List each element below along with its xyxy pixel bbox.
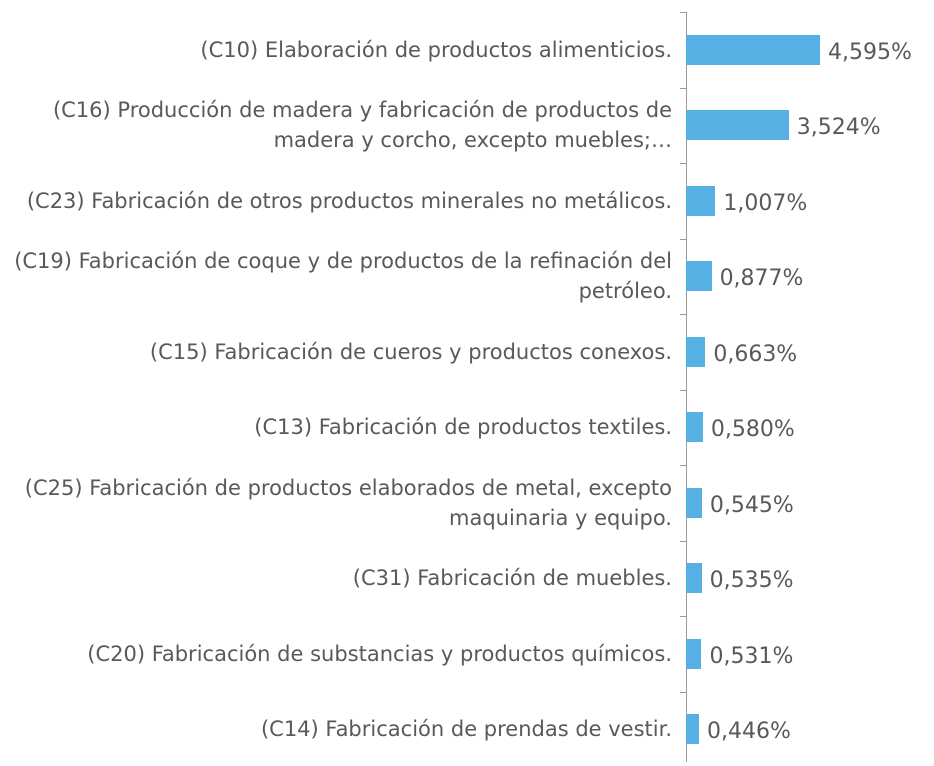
value-label: 4,595%: [828, 39, 912, 65]
bar: [686, 110, 789, 141]
category-label: (C13) Fabricación de productos textiles.: [254, 415, 672, 440]
axis-tick: [680, 87, 686, 89]
axis-tick: [680, 238, 686, 240]
bar: [686, 714, 699, 745]
value-label: 0,877%: [719, 266, 804, 292]
value-label: 0,580%: [710, 417, 795, 443]
axis-tick: [680, 616, 686, 617]
bar: [686, 336, 706, 367]
bar: [686, 563, 702, 594]
bar: [686, 185, 716, 216]
axis-tick: [680, 163, 686, 164]
bar: [686, 412, 703, 443]
axis-tick: [680, 540, 686, 542]
bar: [686, 261, 712, 292]
category-label: (C10) Elaboración de productos alimentic…: [200, 37, 672, 62]
value-label: 0,545%: [709, 492, 794, 518]
category-axis: [686, 12, 687, 762]
category-label: (C23) Fabricación de otros productos min…: [26, 188, 672, 213]
value-label: 3,524%: [796, 115, 881, 141]
category-label: (C15) Fabricación de cueros y productos …: [149, 339, 672, 364]
axis-tick: [680, 314, 686, 315]
category-label: (C25) Fabricación de productos elaborado…: [24, 475, 672, 530]
value-label: 0,446%: [707, 719, 791, 745]
category-label: (C31) Fabricación de muebles.: [352, 566, 672, 591]
axis-tick: [680, 465, 686, 466]
axis-tick: [680, 12, 686, 13]
value-label: 0,663%: [713, 341, 798, 367]
bar: [686, 487, 702, 518]
category-label: (C19) Fabricación de coque y de producto…: [14, 249, 672, 304]
axis-tick: [680, 691, 686, 693]
category-label: (C14) Fabricación de prendas de vestir.: [260, 717, 672, 742]
bar: [686, 638, 702, 669]
value-label: 0,531%: [709, 643, 794, 669]
value-label: 0,535%: [709, 568, 794, 594]
category-label: (C16) Producción de madera y fabricación…: [52, 98, 672, 153]
bar: [686, 34, 820, 65]
axis-tick: [680, 389, 686, 391]
value-label: 1,007%: [723, 190, 808, 216]
category-label: (C20) Fabricación de substancias y produ…: [87, 641, 672, 666]
